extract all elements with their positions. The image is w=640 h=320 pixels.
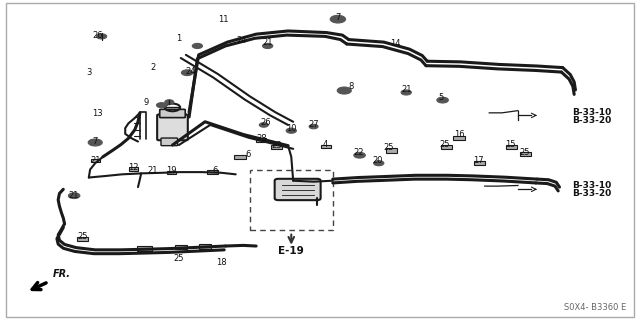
- Bar: [321, 145, 332, 148]
- Text: 21: 21: [69, 191, 79, 200]
- Text: 2: 2: [150, 63, 156, 72]
- Text: 27: 27: [308, 120, 319, 130]
- Circle shape: [330, 15, 346, 23]
- Circle shape: [181, 70, 193, 76]
- Text: 22: 22: [353, 148, 364, 157]
- Bar: [175, 245, 187, 249]
- Bar: [440, 145, 452, 149]
- Text: 23: 23: [271, 141, 282, 150]
- Circle shape: [68, 193, 80, 198]
- Text: 7: 7: [335, 13, 340, 22]
- Bar: [77, 237, 88, 241]
- Circle shape: [401, 90, 412, 95]
- Text: 3: 3: [86, 68, 92, 77]
- Circle shape: [259, 123, 268, 127]
- Text: FR.: FR.: [53, 269, 71, 279]
- Text: 25: 25: [384, 143, 394, 152]
- Text: B-33-20: B-33-20: [572, 189, 611, 198]
- Bar: [386, 148, 397, 153]
- Circle shape: [374, 161, 384, 166]
- Text: E-19: E-19: [278, 246, 304, 256]
- Text: 11: 11: [218, 15, 228, 24]
- Bar: [234, 155, 246, 159]
- Text: 12: 12: [128, 163, 139, 172]
- Circle shape: [88, 139, 102, 146]
- Text: 21: 21: [147, 166, 158, 175]
- Bar: [257, 138, 266, 142]
- Bar: [91, 159, 100, 162]
- Text: 28: 28: [256, 134, 267, 143]
- Text: 25: 25: [439, 140, 450, 149]
- Circle shape: [309, 124, 318, 129]
- Bar: [199, 244, 211, 249]
- Bar: [168, 171, 176, 174]
- Text: 24: 24: [186, 67, 196, 76]
- Text: 25: 25: [519, 148, 530, 156]
- Circle shape: [262, 44, 273, 49]
- Circle shape: [97, 34, 107, 39]
- Text: 25: 25: [173, 254, 184, 263]
- Text: 14: 14: [390, 39, 401, 48]
- Text: 5: 5: [438, 93, 444, 102]
- Text: B-33-10: B-33-10: [572, 181, 611, 190]
- Text: 7: 7: [93, 137, 98, 146]
- Text: 26: 26: [92, 31, 103, 40]
- Text: 20: 20: [372, 156, 383, 165]
- Bar: [506, 145, 517, 149]
- Text: B-33-10: B-33-10: [572, 108, 611, 117]
- Text: 21: 21: [90, 156, 100, 164]
- Circle shape: [354, 152, 365, 158]
- Text: 16: 16: [454, 130, 465, 139]
- Text: 15: 15: [505, 140, 516, 149]
- Circle shape: [192, 44, 202, 49]
- Text: 24: 24: [237, 36, 247, 45]
- Bar: [129, 167, 138, 171]
- Text: 10: 10: [286, 124, 296, 133]
- Text: 26: 26: [260, 118, 271, 127]
- Text: 4: 4: [323, 140, 328, 149]
- Text: 19: 19: [166, 166, 177, 175]
- Text: 18: 18: [216, 258, 227, 267]
- Circle shape: [286, 128, 296, 133]
- Text: 9: 9: [143, 98, 149, 107]
- Text: 17: 17: [473, 156, 484, 165]
- Bar: [137, 246, 152, 251]
- Text: 6: 6: [246, 150, 251, 159]
- Circle shape: [165, 100, 173, 104]
- FancyBboxPatch shape: [275, 179, 321, 200]
- Text: 8: 8: [348, 82, 353, 91]
- Text: 13: 13: [92, 109, 103, 118]
- Bar: [271, 145, 282, 149]
- Bar: [250, 170, 333, 230]
- Text: 1: 1: [175, 35, 181, 44]
- FancyBboxPatch shape: [160, 109, 185, 118]
- Circle shape: [337, 87, 351, 94]
- Bar: [207, 170, 218, 174]
- FancyBboxPatch shape: [161, 138, 177, 146]
- Bar: [474, 161, 485, 165]
- Circle shape: [157, 103, 167, 108]
- Text: S0X4- B3360 E: S0X4- B3360 E: [564, 303, 627, 312]
- Text: 21: 21: [401, 85, 412, 94]
- Circle shape: [437, 97, 449, 103]
- Bar: [520, 152, 531, 156]
- Bar: [453, 136, 465, 140]
- Text: 6: 6: [212, 166, 218, 175]
- Text: 21: 21: [262, 38, 273, 47]
- FancyBboxPatch shape: [157, 115, 188, 140]
- Text: B-33-20: B-33-20: [572, 116, 611, 125]
- Text: 25: 25: [77, 232, 88, 241]
